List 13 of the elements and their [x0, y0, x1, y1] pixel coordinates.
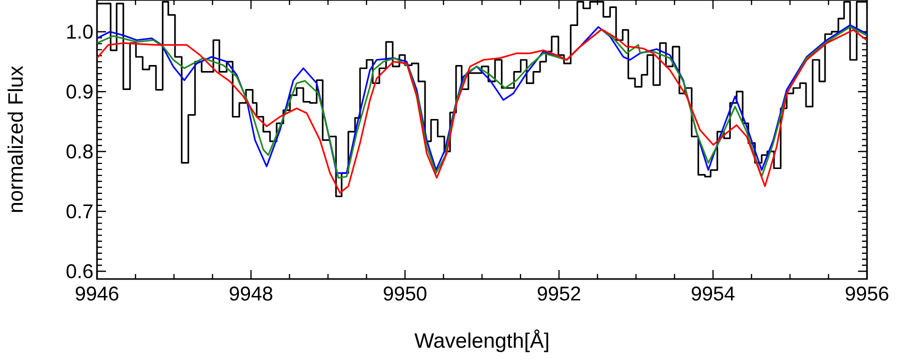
x-axis-title: Wavelength[Å] — [414, 329, 548, 352]
y-tick-label: 0.9 — [66, 84, 93, 99]
y-tick-label: 0.6 — [66, 264, 93, 278]
y-tick-label: 0.7 — [66, 204, 92, 218]
x-tick-label: 9956 — [846, 286, 888, 301]
x-tick-label: 9950 — [384, 286, 426, 301]
y-tick-label: 0.8 — [66, 144, 93, 159]
x-tick-label: 9948 — [230, 286, 272, 301]
x-tick-label: 9946 — [76, 286, 118, 301]
y-tick-label: 1.0 — [67, 24, 93, 39]
x-tick-label: 9952 — [538, 286, 580, 301]
y-axis-title: normalized Flux — [8, 66, 23, 212]
x-tick-label: 9954 — [692, 286, 735, 301]
